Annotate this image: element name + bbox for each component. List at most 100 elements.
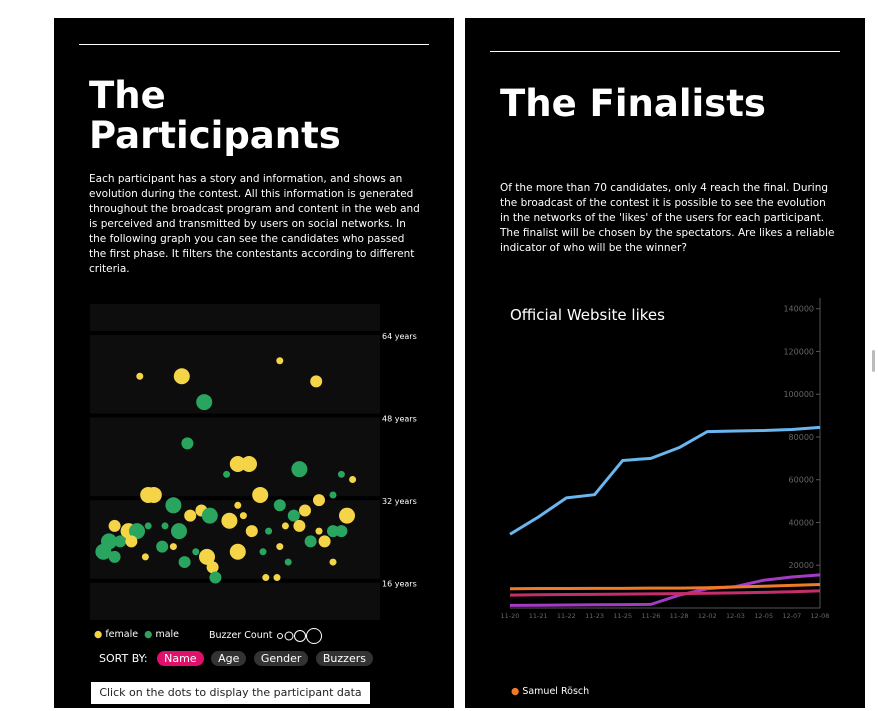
participant-dot[interactable] — [287, 509, 300, 522]
participant-dot[interactable] — [145, 486, 162, 503]
participant-hint: Click on the dots to display the partici… — [91, 682, 370, 704]
participant-dot[interactable] — [315, 527, 323, 535]
participant-dot[interactable] — [108, 519, 121, 532]
participant-dot[interactable] — [196, 394, 213, 411]
participant-dot[interactable] — [310, 375, 323, 388]
participant-dot[interactable] — [114, 535, 127, 548]
participant-dot[interactable] — [209, 571, 222, 584]
participant-dot[interactable] — [265, 527, 273, 535]
scrollbar-handle[interactable] — [872, 350, 875, 372]
participant-dot[interactable] — [129, 523, 145, 540]
participant-dot[interactable] — [201, 507, 218, 524]
x-tick-label: 12-03 — [726, 612, 745, 620]
page-title: The Participants — [89, 76, 341, 156]
participant-dot[interactable] — [337, 470, 345, 478]
participant-dot[interactable] — [161, 522, 169, 530]
series-line-0[interactable] — [509, 425, 821, 536]
series-line-3[interactable] — [509, 582, 821, 591]
sort-age-button[interactable]: Age — [211, 651, 247, 666]
participant-dot[interactable] — [229, 543, 246, 560]
chart-legend: ● Samuel Rösch — [511, 686, 589, 697]
participant-dot[interactable] — [173, 368, 190, 385]
participant-dot[interactable] — [273, 499, 286, 512]
sort-controls: SORT BY: Name Age Gender Buzzers — [99, 651, 377, 666]
participant-dot[interactable] — [156, 540, 169, 553]
participant-dot[interactable] — [262, 574, 270, 582]
participant-dot[interactable] — [184, 509, 197, 522]
x-tick-label: 11-23 — [585, 612, 604, 620]
participant-dot[interactable] — [329, 558, 337, 566]
participant-dot[interactable] — [259, 548, 267, 556]
participant-dot[interactable] — [169, 543, 177, 551]
sort-gender-button[interactable]: Gender — [253, 651, 309, 666]
buzzer-size-icon — [276, 628, 322, 644]
top-divider — [79, 44, 429, 45]
participant-dot[interactable] — [165, 497, 182, 514]
participant-dot[interactable] — [349, 475, 357, 483]
y-tick-label: 60000 — [789, 476, 814, 485]
participant-dot[interactable] — [276, 543, 284, 551]
sort-buzzers-button[interactable]: Buzzers — [315, 651, 373, 666]
participant-dot[interactable] — [141, 553, 149, 561]
series-line-2[interactable] — [509, 589, 821, 597]
participant-dot[interactable] — [223, 470, 231, 478]
top-divider — [490, 51, 840, 52]
participant-dot[interactable] — [108, 550, 121, 563]
participant-dot[interactable] — [181, 437, 194, 450]
legend-marker-icon: ● — [511, 686, 520, 697]
participant-dot[interactable] — [299, 504, 311, 517]
participant-dot[interactable] — [318, 535, 331, 548]
participant-dot[interactable] — [284, 558, 292, 566]
participant-dot[interactable] — [95, 543, 112, 560]
x-tick-label: 11-22 — [557, 612, 576, 620]
buzzer-count-label: Buzzer Count — [209, 629, 273, 641]
participant-dot[interactable] — [239, 512, 247, 520]
age-tick-label: 32 years — [382, 497, 417, 506]
finalists-panel: The Finalists Of the more than 70 candid… — [465, 18, 865, 708]
participant-dot[interactable] — [245, 525, 258, 538]
participant-dot[interactable] — [241, 456, 257, 472]
participant-dot[interactable] — [327, 525, 339, 538]
participant-dot[interactable] — [136, 372, 144, 380]
x-tick-label: 12-08 — [811, 612, 830, 620]
legend-samuel-label[interactable]: Samuel Rösch — [522, 686, 590, 697]
age-band — [90, 582, 380, 620]
participant-dot[interactable] — [313, 494, 325, 507]
age-tick-label: 64 years — [382, 332, 417, 341]
participant-dot[interactable] — [329, 491, 337, 499]
participant-dot[interactable] — [125, 535, 138, 548]
participant-dot[interactable] — [281, 522, 289, 530]
participant-dot[interactable] — [206, 561, 219, 574]
participant-dot[interactable] — [291, 461, 308, 478]
x-tick-label: 11-21 — [529, 612, 548, 620]
age-tick-label: 48 years — [382, 415, 417, 424]
age-band — [90, 334, 380, 414]
age-tick-label: 16 years — [382, 580, 417, 589]
participant-dot[interactable] — [293, 519, 306, 532]
participant-dot[interactable] — [229, 456, 246, 472]
participant-dot[interactable] — [178, 556, 191, 569]
participant-dot[interactable] — [171, 523, 187, 540]
age-band — [90, 500, 380, 579]
y-tick-label: 20000 — [789, 561, 814, 570]
participant-dot[interactable] — [335, 525, 348, 538]
legend-female-label: female — [105, 629, 139, 640]
sort-name-button[interactable]: Name — [157, 651, 204, 666]
title-line-2: Participants — [89, 114, 341, 157]
age-band — [90, 304, 380, 331]
series-line-1[interactable] — [509, 573, 821, 607]
participants-scatter-chart: 64 years 48 years 32 years 16 years — [90, 304, 417, 620]
participant-dot[interactable] — [252, 486, 269, 503]
participant-dot[interactable] — [234, 501, 242, 509]
participant-dot[interactable] — [304, 535, 317, 548]
x-tick-label: 12-07 — [782, 612, 801, 620]
buzzer-legend: Buzzer Count — [209, 626, 324, 644]
participant-dot[interactable] — [144, 522, 152, 530]
participant-dot[interactable] — [199, 548, 215, 565]
chart-title: Official Website likes — [510, 306, 665, 324]
participant-dot[interactable] — [192, 548, 200, 556]
participant-dot[interactable] — [221, 512, 238, 529]
participant-dot[interactable] — [273, 574, 281, 582]
participant-dot[interactable] — [276, 357, 284, 365]
participant-dot[interactable] — [339, 507, 355, 524]
